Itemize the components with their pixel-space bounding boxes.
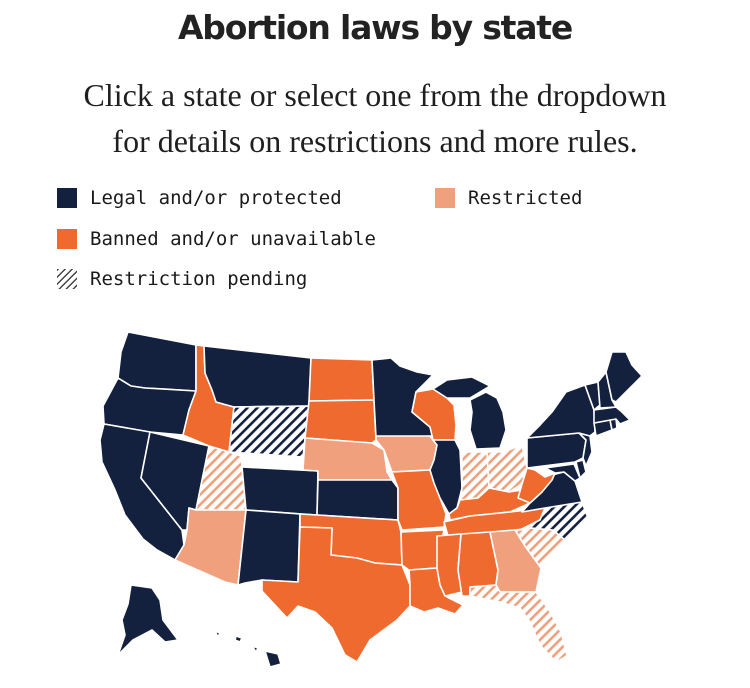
- subtitle-line-2: for details on restrictions and more rul…: [112, 123, 638, 159]
- state-fl[interactable]: [469, 584, 568, 663]
- state-wy[interactable]: [228, 405, 310, 458]
- legend-item-banned: Banned and/or unavailable: [57, 228, 376, 250]
- legend-item-pending: Restriction pending: [57, 268, 307, 290]
- page-subtitle: Click a state or select one from the dro…: [40, 72, 710, 164]
- state-mt[interactable]: [203, 345, 312, 408]
- pending-swatch: [57, 269, 77, 289]
- legend-label-pending: Restriction pending: [90, 268, 308, 290]
- states-layer: [99, 331, 643, 668]
- state-ks[interactable]: [316, 479, 399, 521]
- state-de[interactable]: [575, 459, 587, 479]
- state-nd[interactable]: [308, 357, 375, 402]
- legend-item-legal: Legal and/or protected: [57, 187, 342, 209]
- legend-label-restricted: Restricted: [468, 187, 583, 209]
- banned-swatch: [57, 229, 77, 249]
- legend-label-legal: Legal and/or protected: [90, 187, 342, 209]
- legend-item-restricted: Restricted: [435, 187, 582, 209]
- state-wa[interactable]: [117, 331, 197, 392]
- state-co[interactable]: [241, 466, 319, 516]
- state-md[interactable]: [544, 463, 581, 482]
- state-nc[interactable]: [519, 501, 589, 541]
- state-wv[interactable]: [517, 467, 556, 504]
- us-state-map: [99, 331, 643, 668]
- state-ma[interactable]: [593, 406, 631, 425]
- state-ny[interactable]: [526, 384, 596, 439]
- legend-label-banned: Banned and/or unavailable: [90, 228, 376, 250]
- state-il[interactable]: [429, 439, 463, 515]
- state-sd[interactable]: [304, 399, 377, 444]
- subtitle-line-1: Click a state or select one from the dro…: [83, 77, 667, 113]
- page-title: Abortion laws by state: [177, 8, 573, 47]
- restricted-swatch: [435, 188, 455, 208]
- state-hi[interactable]: [214, 630, 282, 668]
- state-tx[interactable]: [261, 526, 411, 663]
- state-mi[interactable]: [432, 376, 507, 450]
- state-ak[interactable]: [117, 584, 179, 656]
- state-nm[interactable]: [237, 509, 301, 586]
- state-me[interactable]: [605, 351, 643, 403]
- legal-swatch: [57, 188, 77, 208]
